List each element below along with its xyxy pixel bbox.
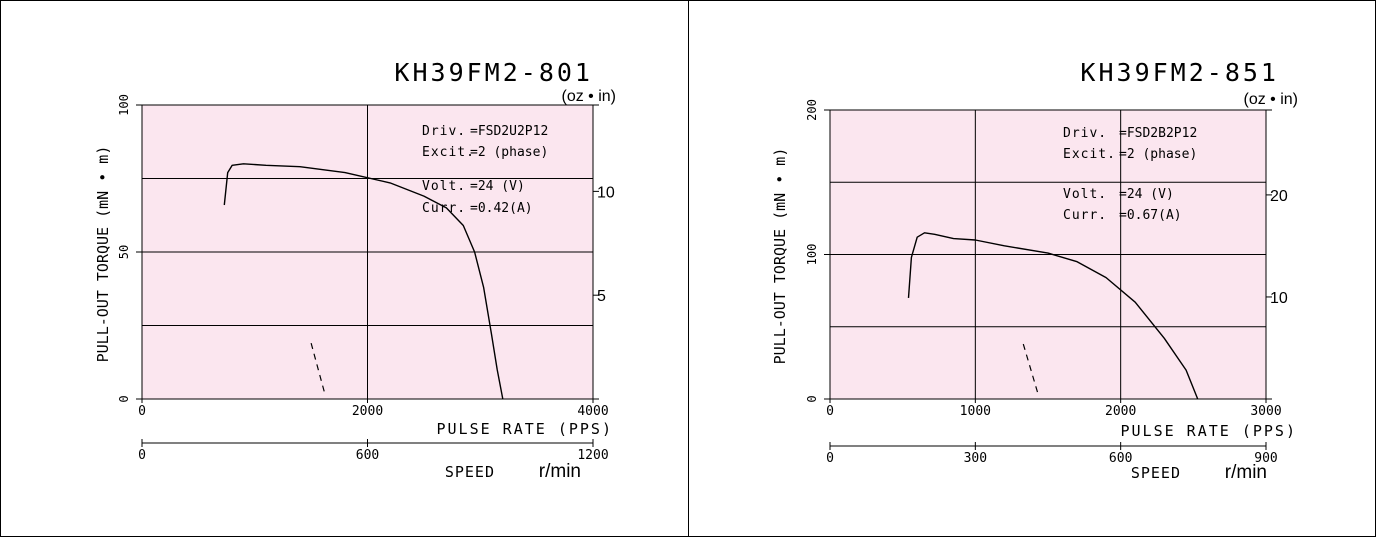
- c0-y-tick-label: 0: [117, 395, 131, 402]
- c0-speed-tick-label: 1200: [577, 448, 608, 463]
- c1-speed-unit-label: r/min: [1225, 462, 1267, 483]
- c0-x-tick-label: 0: [138, 404, 146, 419]
- c1-speed-tick-label: 900: [1254, 451, 1277, 466]
- c0-speed-label: SPEED: [445, 463, 495, 481]
- c0-y-axis-label: PULL-OUT TORQUE (mN • m): [94, 146, 112, 363]
- c1-y-tick-label: 0: [805, 395, 819, 402]
- c1-x-tick-label: 2000: [1105, 404, 1136, 419]
- c0-anno-excit-key: Excit.: [422, 145, 475, 160]
- c0-anno-volt-value: =24 (V): [470, 179, 525, 194]
- c1-y-axis-label: PULL-OUT TORQUE (mN • m): [771, 148, 789, 365]
- c1-anno-excit-key: Excit.: [1063, 147, 1116, 162]
- c1-speed-label: SPEED: [1131, 464, 1181, 482]
- c1-anno-driv-value: =FSD2B2P12: [1119, 126, 1197, 141]
- c1-torque-curve: [907, 232, 1199, 400]
- c1-y2-tick-label: 10: [1270, 290, 1288, 307]
- c1-y-tick-label: 100: [805, 244, 819, 266]
- c0-anno-volt-key: Volt.: [422, 179, 466, 194]
- c0-speed-tick-label: 600: [356, 448, 379, 463]
- c1-y2-tick-label: 20: [1270, 188, 1288, 205]
- c0-anno-driv-value: =FSD2U2P12: [470, 124, 548, 139]
- c0-dashed-curve: [310, 342, 326, 394]
- c0-anno-curr-key: Curr.: [422, 201, 466, 216]
- c1-anno-driv-key: Driv.: [1063, 126, 1107, 141]
- c0-anno-curr-value: =0.42(A): [470, 201, 533, 216]
- c0-y-tick-label: 50: [117, 245, 131, 259]
- c1-anno-volt-value: =24 (V): [1119, 187, 1174, 202]
- c0-y2-tick-label: 5: [597, 288, 606, 305]
- c0-anno-excit-value: =2 (phase): [470, 145, 548, 160]
- c0-y2-tick-label: 10: [597, 184, 615, 201]
- c0-x-tick-label: 4000: [577, 404, 608, 419]
- c0-anno-driv-key: Driv.: [422, 124, 466, 139]
- c0-x-tick-label: 2000: [352, 404, 383, 419]
- c0-torque-curve: [223, 163, 504, 400]
- c1-x-tick-label: 0: [826, 404, 834, 419]
- c1-anno-volt-key: Volt.: [1063, 187, 1107, 202]
- c1-x-tick-label: 3000: [1250, 404, 1281, 419]
- c1-x-axis-label: PULSE RATE (PPS): [1121, 422, 1298, 440]
- c1-speed-tick-label: 0: [826, 451, 834, 466]
- c0-x-axis-label: PULSE RATE (PPS): [437, 420, 614, 438]
- c1-y2-unit-label: (oz • in): [1244, 91, 1299, 108]
- c1-speed-tick-label: 600: [1109, 451, 1132, 466]
- c1-speed-tick-label: 300: [964, 451, 987, 466]
- c0-speed-tick-label: 0: [138, 448, 146, 463]
- c1-dashed-curve: [1022, 343, 1039, 394]
- c1-x-tick-label: 1000: [960, 404, 991, 419]
- c0-chart-title: KH39FM2-801: [394, 58, 593, 87]
- chart-panel-left: 0 50 100 5 10 (oz • in) 0 2000 4000 PULSE RATE (P…: [0, 0, 689, 537]
- c1-anno-curr-key: Curr.: [1063, 208, 1107, 223]
- chart-panel-right: 0 100 200 10 20 (oz • in) 0 1000 2000 3000 PULSE R…: [688, 0, 1376, 537]
- c0-speed-unit-label: r/min: [539, 461, 581, 482]
- c0-y-tick-label: 100: [117, 94, 131, 116]
- c1-chart-title: KH39FM2-851: [1080, 58, 1279, 87]
- c1-anno-excit-value: =2 (phase): [1119, 147, 1197, 162]
- c1-y-tick-label: 200: [805, 99, 819, 121]
- c1-anno-curr-value: =0.67(A): [1119, 208, 1182, 223]
- c0-y2-unit-label: (oz • in): [562, 88, 617, 105]
